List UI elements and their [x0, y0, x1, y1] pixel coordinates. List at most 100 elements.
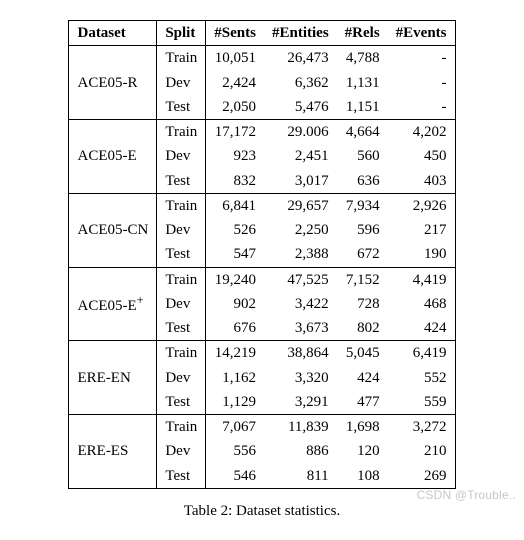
- cell-entities: 47,525: [264, 267, 337, 292]
- cell-sents: 923: [206, 144, 264, 168]
- dataset-name: ACE05-E: [69, 120, 157, 194]
- cell-sents: 547: [206, 242, 264, 267]
- cell-sents: 17,172: [206, 120, 264, 145]
- dataset-name: ACE05-R: [69, 46, 157, 120]
- cell-sents: 6,841: [206, 193, 264, 218]
- cell-events: 552: [388, 366, 455, 390]
- cell-events: 210: [388, 439, 455, 463]
- cell-split: Train: [157, 120, 206, 145]
- cell-split: Test: [157, 95, 206, 120]
- cell-split: Test: [157, 169, 206, 194]
- cell-sents: 556: [206, 439, 264, 463]
- dataset-name: ACE05-E+: [69, 267, 157, 341]
- col-events: #Events: [388, 21, 455, 46]
- cell-entities: 26,473: [264, 46, 337, 71]
- cell-events: 4,202: [388, 120, 455, 145]
- table-row: ACE05-E+Train19,24047,5257,1524,419: [69, 267, 455, 292]
- cell-rels: 120: [337, 439, 388, 463]
- col-entities: #Entities: [264, 21, 337, 46]
- cell-events: 424: [388, 316, 455, 341]
- cell-events: -: [388, 46, 455, 71]
- cell-sents: 2,050: [206, 95, 264, 120]
- table-caption: Table 2: Dataset statistics.: [18, 503, 506, 520]
- cell-split: Train: [157, 341, 206, 366]
- cell-events: 6,419: [388, 341, 455, 366]
- cell-rels: 1,151: [337, 95, 388, 120]
- cell-sents: 1,162: [206, 366, 264, 390]
- cell-split: Dev: [157, 292, 206, 316]
- cell-sents: 902: [206, 292, 264, 316]
- watermark-text: CSDN @Trouble..: [417, 488, 516, 502]
- cell-entities: 2,451: [264, 144, 337, 168]
- cell-sents: 7,067: [206, 415, 264, 440]
- cell-rels: 1,131: [337, 71, 388, 95]
- cell-entities: 11,839: [264, 415, 337, 440]
- dataset-name: ERE-ES: [69, 415, 157, 489]
- cell-events: -: [388, 71, 455, 95]
- cell-entities: 2,250: [264, 218, 337, 242]
- cell-events: 3,272: [388, 415, 455, 440]
- cell-events: 4,419: [388, 267, 455, 292]
- cell-events: 190: [388, 242, 455, 267]
- col-sents: #Sents: [206, 21, 264, 46]
- cell-split: Train: [157, 46, 206, 71]
- cell-rels: 4,664: [337, 120, 388, 145]
- cell-entities: 3,320: [264, 366, 337, 390]
- cell-entities: 29,657: [264, 193, 337, 218]
- cell-split: Dev: [157, 439, 206, 463]
- col-rels: #Rels: [337, 21, 388, 46]
- cell-events: -: [388, 95, 455, 120]
- cell-split: Dev: [157, 144, 206, 168]
- cell-rels: 672: [337, 242, 388, 267]
- cell-events: 269: [388, 464, 455, 489]
- cell-events: 2,926: [388, 193, 455, 218]
- cell-rels: 7,934: [337, 193, 388, 218]
- cell-events: 403: [388, 169, 455, 194]
- cell-split: Train: [157, 193, 206, 218]
- cell-entities: 2,388: [264, 242, 337, 267]
- table-row: ERE-ESTrain7,06711,8391,6983,272: [69, 415, 455, 440]
- table-row: ACE05-CNTrain6,84129,6577,9342,926: [69, 193, 455, 218]
- cell-sents: 832: [206, 169, 264, 194]
- cell-sents: 676: [206, 316, 264, 341]
- cell-split: Test: [157, 464, 206, 489]
- table-header-row: Dataset Split #Sents #Entities #Rels #Ev…: [69, 21, 455, 46]
- cell-entities: 811: [264, 464, 337, 489]
- cell-sents: 2,424: [206, 71, 264, 95]
- cell-entities: 5,476: [264, 95, 337, 120]
- cell-rels: 5,045: [337, 341, 388, 366]
- cell-sents: 1,129: [206, 390, 264, 415]
- cell-entities: 38,864: [264, 341, 337, 366]
- cell-entities: 3,673: [264, 316, 337, 341]
- dataset-name: ERE-EN: [69, 341, 157, 415]
- dataset-name: ACE05-CN: [69, 193, 157, 267]
- table-row: ERE-ENTrain14,21938,8645,0456,419: [69, 341, 455, 366]
- col-dataset: Dataset: [69, 21, 157, 46]
- cell-split: Dev: [157, 218, 206, 242]
- cell-entities: 6,362: [264, 71, 337, 95]
- cell-entities: 29.006: [264, 120, 337, 145]
- cell-events: 468: [388, 292, 455, 316]
- cell-rels: 4,788: [337, 46, 388, 71]
- cell-split: Dev: [157, 366, 206, 390]
- table-row: ACE05-RTrain10,05126,4734,788-: [69, 46, 455, 71]
- cell-sents: 526: [206, 218, 264, 242]
- cell-events: 217: [388, 218, 455, 242]
- cell-entities: 3,422: [264, 292, 337, 316]
- cell-rels: 596: [337, 218, 388, 242]
- cell-rels: 560: [337, 144, 388, 168]
- cell-rels: 636: [337, 169, 388, 194]
- table-row: ACE05-ETrain17,17229.0064,6644,202: [69, 120, 455, 145]
- cell-events: 450: [388, 144, 455, 168]
- cell-entities: 3,017: [264, 169, 337, 194]
- cell-rels: 1,698: [337, 415, 388, 440]
- cell-split: Train: [157, 267, 206, 292]
- cell-entities: 886: [264, 439, 337, 463]
- cell-events: 559: [388, 390, 455, 415]
- cell-rels: 477: [337, 390, 388, 415]
- cell-sents: 10,051: [206, 46, 264, 71]
- cell-sents: 546: [206, 464, 264, 489]
- cell-split: Test: [157, 390, 206, 415]
- cell-sents: 19,240: [206, 267, 264, 292]
- cell-entities: 3,291: [264, 390, 337, 415]
